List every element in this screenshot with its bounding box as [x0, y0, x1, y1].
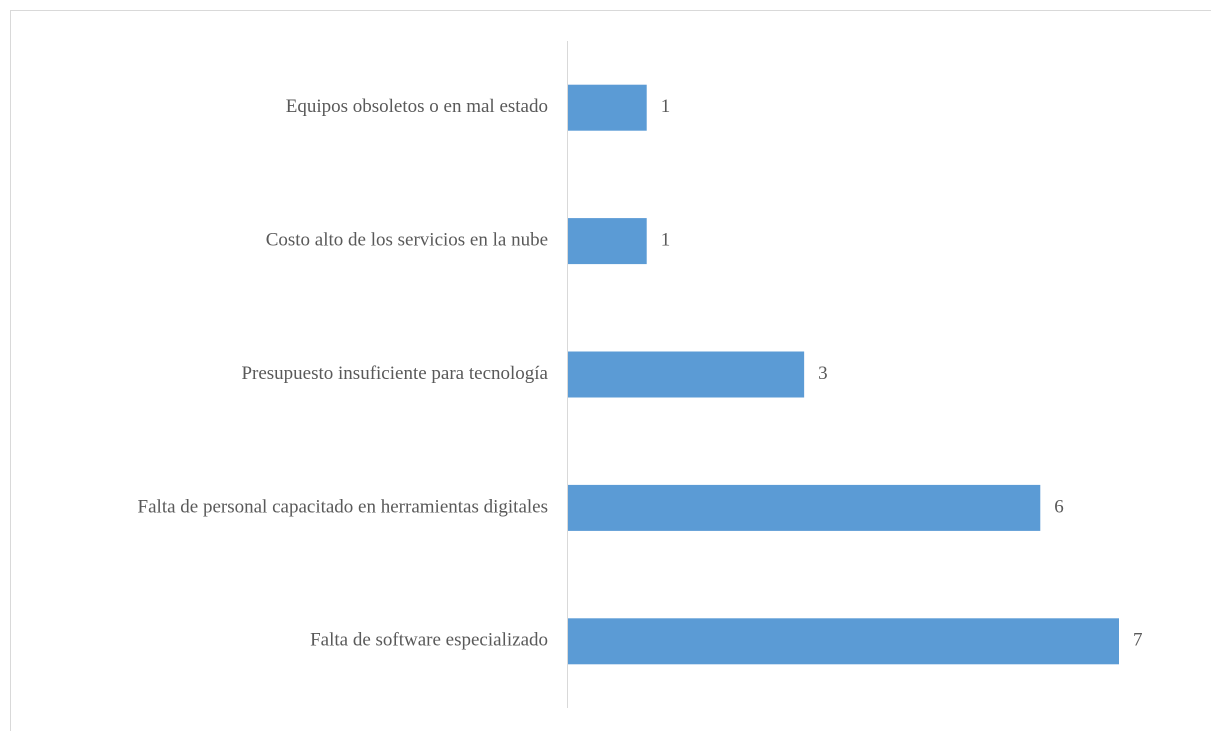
data-label: 6	[1054, 496, 1064, 517]
y-tick-label: Equipos obsoletos o en mal estado	[286, 96, 548, 117]
y-tick-label: Costo alto de los servicios en la nube	[266, 229, 548, 250]
data-label: 7	[1133, 630, 1143, 651]
bar	[568, 84, 647, 131]
bar	[568, 218, 647, 265]
data-label: 1	[661, 96, 671, 117]
y-tick-label: Presupuesto insuficiente para tecnología	[241, 363, 548, 384]
y-tick-label: Falta de personal capacitado en herramie…	[138, 496, 548, 517]
bar	[568, 351, 805, 398]
data-label: 1	[661, 229, 671, 250]
y-tick-label: Falta de software especializado	[310, 630, 548, 651]
data-label: 3	[818, 363, 828, 384]
bar	[568, 618, 1119, 665]
bar	[568, 484, 1041, 531]
